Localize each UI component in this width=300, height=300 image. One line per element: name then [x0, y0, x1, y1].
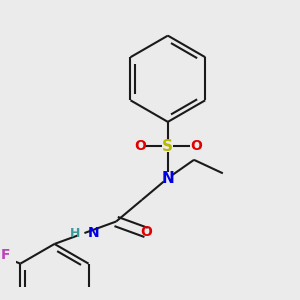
Text: O: O [190, 139, 202, 153]
Text: F: F [1, 248, 10, 262]
Text: O: O [134, 139, 146, 153]
Text: O: O [140, 225, 152, 239]
Text: N: N [161, 171, 174, 186]
Text: N: N [87, 226, 99, 240]
Text: H: H [70, 226, 81, 240]
Text: S: S [162, 139, 173, 154]
